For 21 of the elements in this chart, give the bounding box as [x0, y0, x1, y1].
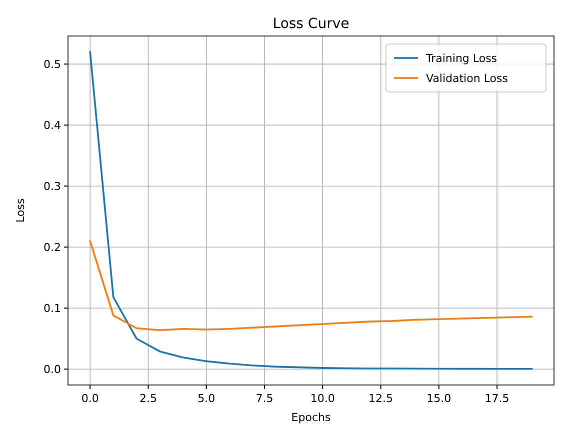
line-series: [89, 240, 533, 331]
x-tick-label: 10.0: [310, 392, 335, 405]
y-tick-label: 0.2: [44, 240, 61, 254]
line-series: [89, 50, 533, 370]
x-tick-label: 0.0: [81, 392, 99, 405]
y-tick-label: 0.0: [44, 362, 61, 376]
chart-title: Loss Curve: [272, 16, 350, 32]
legend-label: Training Loss: [425, 52, 498, 65]
y-tick-label: 0.3: [44, 180, 61, 193]
x-axis-title: Epochs: [291, 411, 331, 424]
x-tick-label: 12.5: [368, 392, 394, 405]
x-tick-label: 17.5: [484, 392, 510, 405]
x-tick-label: 2.5: [139, 392, 157, 405]
x-tick-label: 5.0: [198, 392, 216, 405]
x-tick-label: 15.0: [426, 392, 452, 405]
y-tick-label: 0.1: [44, 302, 61, 315]
y-axis-title: Loss: [14, 198, 27, 223]
x-tick-label: 7.5: [256, 392, 274, 405]
legend-label: Validation Loss: [426, 72, 508, 85]
y-tick-label: 0.5: [44, 58, 61, 71]
y-tick-label: 0.4: [44, 118, 61, 132]
